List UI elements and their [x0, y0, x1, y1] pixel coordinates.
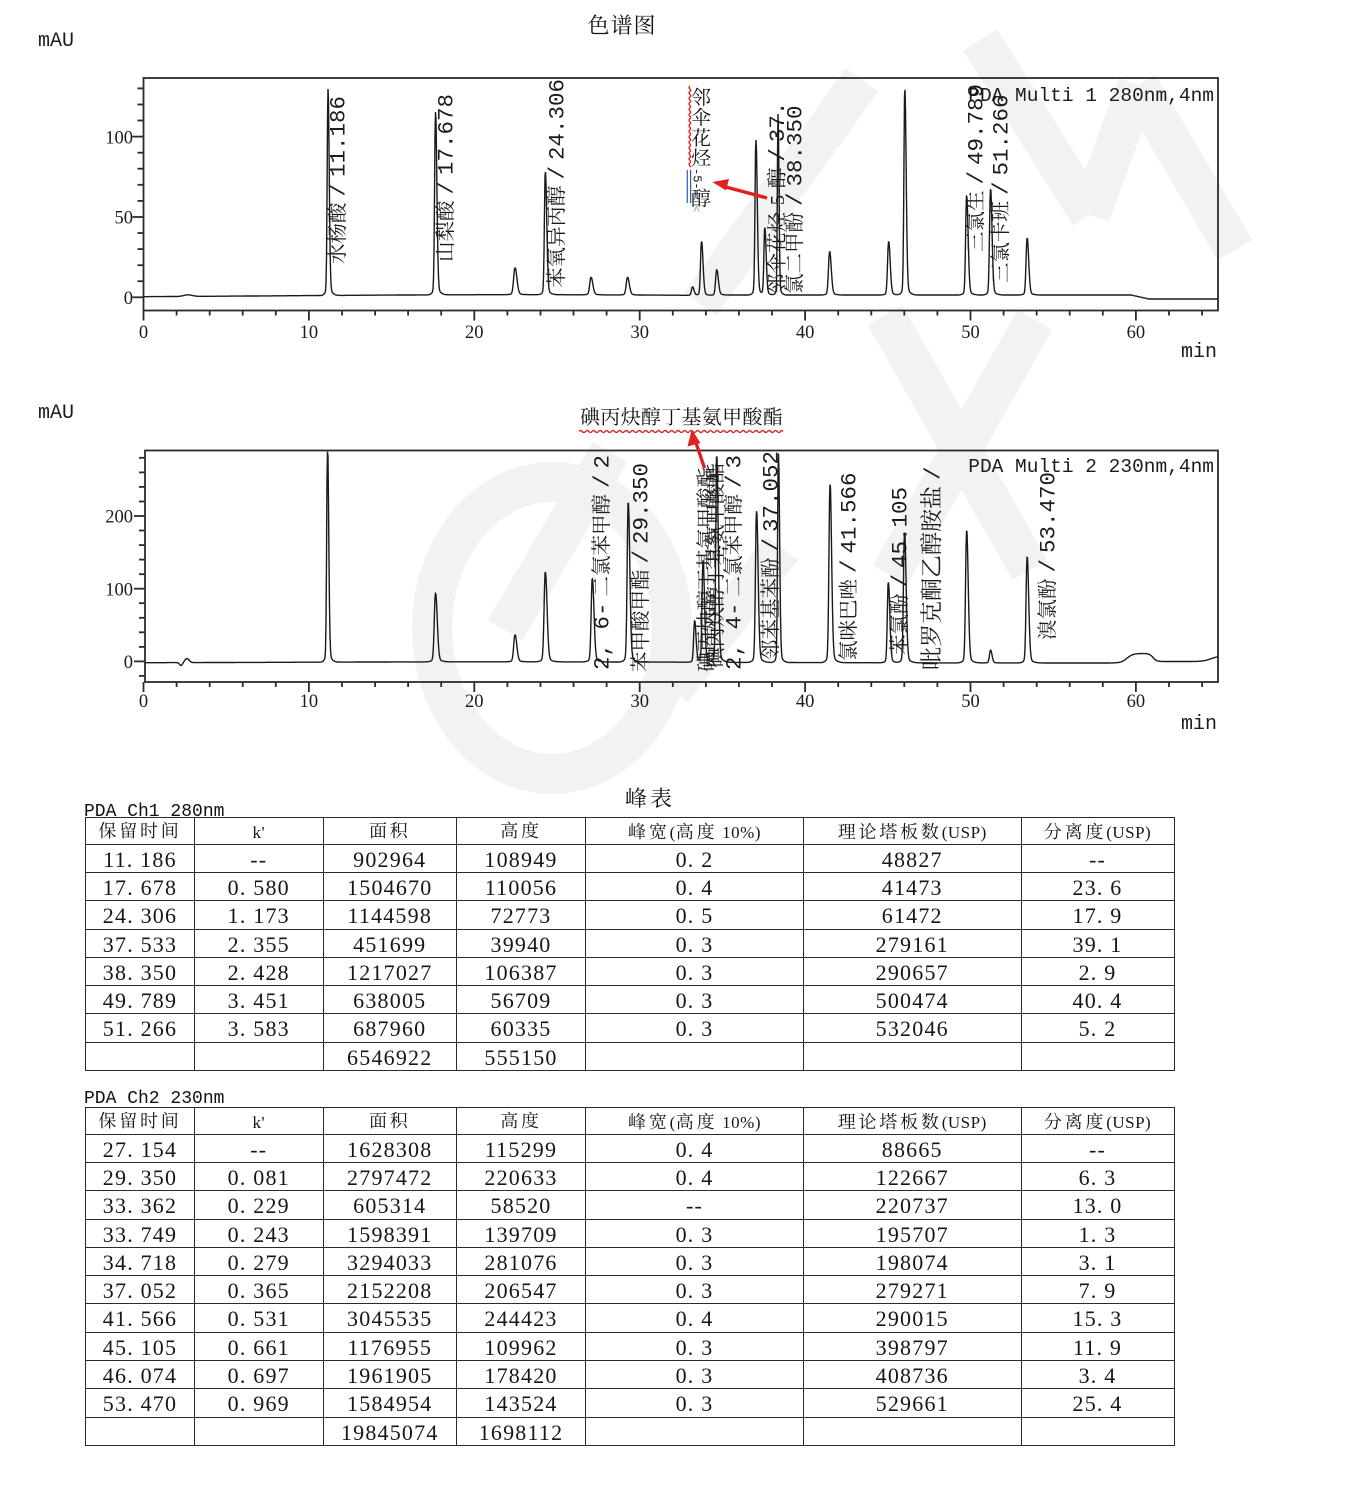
svg-text:0: 0 [124, 284, 133, 310]
svg-text:0: 0 [139, 318, 148, 344]
svg-text:邻: 邻 [691, 82, 711, 111]
svg-text:mAU: mAU [38, 402, 74, 425]
svg-text:醇: 醇 [691, 183, 711, 212]
svg-text:40: 40 [796, 687, 815, 713]
svg-text:30: 30 [630, 318, 649, 344]
svg-text:PDA Multi 2 230nm,4nm: PDA Multi 2 230nm,4nm [968, 456, 1214, 478]
svg-text:水杨酸/11.186: 水杨酸/11.186 [321, 96, 352, 264]
svg-text:烃: 烃 [691, 142, 711, 171]
svg-text:吡罗克酮乙醇胺盐/: 吡罗克酮乙醇胺盐/ [914, 466, 947, 670]
svg-text:30: 30 [630, 687, 649, 713]
svg-text:50: 50 [961, 687, 980, 713]
svg-text:PDA Multi 1 280nm,4nm: PDA Multi 1 280nm,4nm [968, 85, 1214, 107]
svg-text:10: 10 [300, 687, 319, 713]
svg-text:100: 100 [105, 123, 133, 149]
svg-text:三氯生/49.789: 三氯生/49.789 [959, 84, 990, 252]
svg-text:^: ^ [693, 204, 700, 218]
svg-text:10: 10 [300, 318, 319, 344]
svg-text:mAU: mAU [38, 30, 74, 53]
svg-text:min: min [1181, 341, 1217, 364]
svg-text:-5-: -5- [690, 168, 704, 190]
svg-text:三氯卡班/51.266: 三氯卡班/51.266 [984, 94, 1015, 283]
svg-text:苯甲酸甲酯/29.350: 苯甲酸甲酯/29.350 [624, 463, 655, 672]
svg-text:伞: 伞 [691, 102, 711, 131]
svg-text:氯二甲酚/38.350: 氯二甲酚/38.350 [778, 105, 809, 294]
svg-text:花: 花 [691, 122, 711, 151]
svg-text:60: 60 [1127, 687, 1146, 713]
svg-text:2, 4-二氯苯甲醇/3: 2, 4-二氯苯甲醇/3 [717, 455, 748, 670]
svg-text:碘丙炔醇丁基氨甲酸酯: 碘丙炔醇丁基氨甲酸酯 [580, 401, 783, 430]
svg-text:氯咪巴唑/41.566: 氯咪巴唑/41.566 [832, 472, 863, 661]
svg-text:50: 50 [961, 318, 980, 344]
svg-text:20: 20 [465, 318, 484, 344]
svg-text:min: min [1181, 713, 1217, 736]
svg-text:2, 6-二氯苯甲醇/2: 2, 6-二氯苯甲醇/2 [585, 455, 616, 670]
svg-text:溴氯酚/53.470: 溴氯酚/53.470 [1031, 472, 1062, 640]
svg-text:200: 200 [105, 503, 133, 529]
svg-text:山梨酸/17.678: 山梨酸/17.678 [429, 94, 460, 262]
svg-text:50: 50 [115, 204, 134, 230]
svg-text:0: 0 [139, 687, 148, 713]
svg-text:40: 40 [796, 318, 815, 344]
svg-text:20: 20 [465, 687, 484, 713]
svg-text:60: 60 [1127, 318, 1146, 344]
svg-text:100: 100 [105, 575, 133, 601]
svg-text:0: 0 [124, 648, 133, 674]
